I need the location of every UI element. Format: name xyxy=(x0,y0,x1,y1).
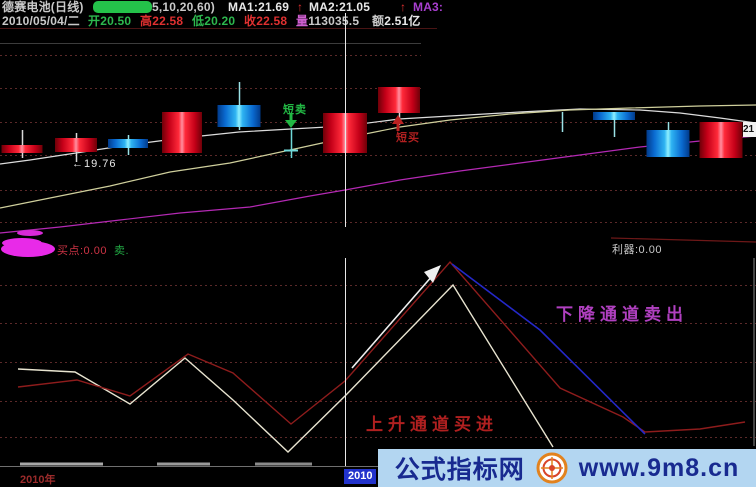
candle-up xyxy=(378,87,420,125)
indicator-line-white xyxy=(17,283,554,453)
amount-value: 额2.51亿 xyxy=(372,14,421,28)
main-panel-gridlines xyxy=(0,43,756,223)
banner-site-name: 公式指标网 xyxy=(394,456,525,484)
ma-line-yellow xyxy=(0,104,756,209)
candle-up xyxy=(699,122,743,158)
candle-body xyxy=(108,139,148,148)
annotation-arrowhead-icon xyxy=(424,265,441,283)
green-censor-blob xyxy=(93,1,152,13)
candle-body xyxy=(378,87,420,113)
ma2-up-arrow-icon: ↑ xyxy=(400,0,407,14)
candlesticks xyxy=(1,82,743,162)
volume-value: 量113035.5 xyxy=(296,14,360,28)
magenta-censor-blob xyxy=(1,241,55,257)
close-value: 收22.58 xyxy=(244,14,288,28)
buy-point-value: 买点:0.00 xyxy=(57,245,107,257)
banner-url: www.9m8.cn xyxy=(578,453,740,482)
ma-line-magenta xyxy=(0,135,756,234)
indicator-line-red-tail xyxy=(610,237,756,243)
candle-up xyxy=(162,112,202,153)
short-sell-label: 短卖 xyxy=(283,104,307,116)
candle-up xyxy=(1,130,43,158)
banner-logo-icon xyxy=(536,452,568,484)
ma3-label: MA3: xyxy=(413,0,444,14)
candle-body xyxy=(55,138,97,152)
quote-date: 2010/05/04/二 xyxy=(2,14,80,28)
down-channel-sell-label: 下降通道卖出 xyxy=(556,305,688,324)
magenta-censor-blob xyxy=(17,230,43,236)
up-channel-buy-label: 上升通道买进 xyxy=(366,415,498,434)
sell-down-arrow-icon xyxy=(285,120,297,128)
ma-line-white xyxy=(0,108,756,165)
candle-body xyxy=(699,122,743,158)
annotation-arrow-line xyxy=(351,274,434,369)
ma-params: 5,10,20,60) xyxy=(152,0,215,14)
open-value: 开20.50 xyxy=(88,14,132,28)
candle-body xyxy=(646,130,690,157)
sell-point-value: 卖. xyxy=(114,245,130,257)
candle-down xyxy=(108,135,148,155)
candle-down xyxy=(593,112,635,137)
candle-body xyxy=(593,112,635,120)
ma2-value: MA2:21.05 xyxy=(309,0,371,14)
ma1-value: MA1:21.69 xyxy=(228,0,290,14)
buy-up-arrow-icon xyxy=(392,115,404,124)
candle-doji xyxy=(284,128,298,158)
candle-down xyxy=(646,122,690,157)
short-buy-label: 短买 xyxy=(396,132,420,144)
liqi-value: 利器:0.00 xyxy=(612,244,662,256)
candle-up xyxy=(55,133,97,162)
candle-body xyxy=(1,145,43,153)
ma1-up-arrow-icon: ↑ xyxy=(297,0,304,14)
candle-down xyxy=(217,82,261,130)
low-value: 低20.20 xyxy=(192,14,236,28)
stock-title: 德赛电池(日线) xyxy=(2,0,84,14)
candle-body xyxy=(217,105,261,127)
year-axis-label: 2010年 xyxy=(20,474,56,486)
high-value: 高22.58 xyxy=(140,14,184,28)
right-axis-price-label: 21 xyxy=(743,122,756,137)
indicator-line-red xyxy=(17,260,746,433)
crosshair-date-label: 2010 xyxy=(344,469,377,484)
price-tag-19-76: ←19.76 xyxy=(72,158,117,170)
watermark-banner: 公式指标网 www.9m8.cn xyxy=(378,449,756,487)
indicator-line-blue xyxy=(451,263,646,435)
candle-body xyxy=(162,112,202,153)
